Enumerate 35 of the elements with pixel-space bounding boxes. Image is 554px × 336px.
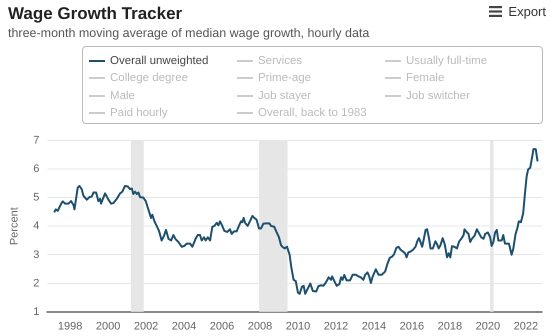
legend-label: Female <box>406 72 444 84</box>
x-tick-label: 2014 <box>362 320 386 332</box>
x-tick-label: 2018 <box>438 320 462 332</box>
y-tick-label: 7 <box>33 134 40 147</box>
y-tick-label: 3 <box>33 248 40 261</box>
legend-label: Job stayer <box>258 90 312 102</box>
x-tick-label: 1998 <box>58 320 82 332</box>
legend-label: Overall, back to 1983 <box>258 107 367 120</box>
y-axis-title: Percent <box>8 207 21 246</box>
x-tick-label: 2002 <box>134 320 158 332</box>
x-tick-label: 2008 <box>248 320 272 332</box>
x-tick-label: 2000 <box>96 320 120 332</box>
legend-label: Paid hourly <box>110 107 168 120</box>
legend-label: Overall unweighted <box>110 54 208 67</box>
x-tick-label: 2004 <box>172 320 196 332</box>
y-tick-label: 2 <box>33 277 40 290</box>
legend-label: Male <box>110 90 135 102</box>
legend-label: Usually full-time <box>406 54 488 67</box>
y-tick-label: 6 <box>33 163 40 176</box>
x-tick-label: 2010 <box>286 320 310 332</box>
text: Export <box>508 4 546 19</box>
x-tick-label: 2022 <box>514 320 538 332</box>
x-tick-label: 2006 <box>210 320 234 332</box>
legend-label: Job switcher <box>406 90 470 102</box>
legend-label: Services <box>258 54 302 67</box>
chart-title: Wage Growth Tracker <box>8 4 182 24</box>
chart-subtitle: three-month moving average of median wage growth, hourly data <box>8 26 370 40</box>
y-tick-label: 1 <box>33 306 40 318</box>
x-tick-label: 2012 <box>324 320 348 332</box>
y-tick-label: 4 <box>33 220 40 232</box>
legend-label: Prime-age <box>258 72 312 84</box>
y-tick-label: 5 <box>33 192 40 204</box>
legend-label: College degree <box>110 72 188 84</box>
x-tick-label: 2020 <box>476 320 500 332</box>
x-tick-label: 2016 <box>400 320 424 332</box>
